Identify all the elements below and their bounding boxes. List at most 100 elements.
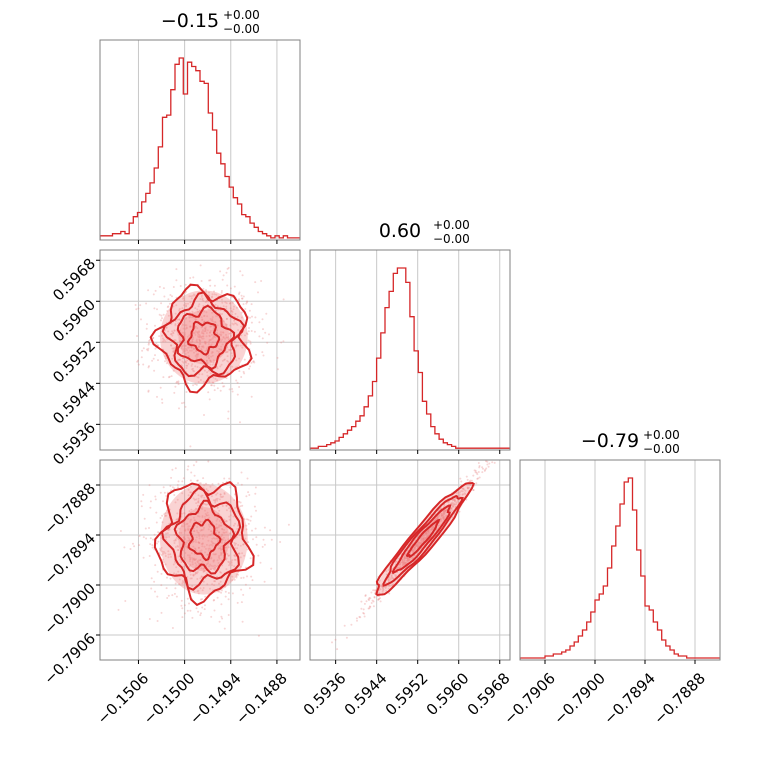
scatter-point (242, 543, 245, 546)
scatter-point (229, 307, 232, 310)
scatter-point (176, 318, 179, 321)
scatter-point (389, 578, 392, 581)
scatter-point (205, 300, 208, 303)
scatter-point (212, 553, 215, 556)
scatter-point (203, 381, 205, 383)
scatter-point (262, 354, 265, 357)
scatter-point (139, 304, 142, 307)
scatter-point (199, 482, 202, 485)
scatter-point (238, 386, 241, 388)
param-title-sub: −0.00 (433, 232, 470, 246)
scatter-point (213, 609, 216, 612)
scatter-point (424, 532, 427, 535)
scatter-point (202, 335, 205, 338)
scatter-point (196, 327, 199, 330)
scatter-point (216, 379, 219, 382)
scatter-point (208, 294, 210, 297)
scatter-point (228, 332, 231, 335)
scatter-point (453, 502, 455, 505)
scatter-point (171, 627, 174, 629)
scatter-point (174, 538, 177, 541)
scatter-point (225, 323, 227, 326)
scatter-point (167, 298, 170, 301)
scatter-point (240, 311, 243, 314)
scatter-point (247, 518, 250, 521)
scatter-point (196, 331, 199, 334)
scatter-point (228, 388, 231, 391)
scatter-point (192, 540, 195, 543)
scatter-point (219, 571, 222, 573)
scatter-point (219, 551, 222, 554)
scatter-point (240, 483, 243, 486)
scatter-point (210, 495, 213, 498)
scatter-point (478, 465, 481, 467)
scatter-point (203, 310, 206, 313)
scatter-point (190, 346, 193, 349)
scatter-point (165, 495, 168, 497)
scatter-point (206, 503, 209, 506)
scatter-point (148, 365, 150, 368)
scatter-point (182, 549, 185, 552)
scatter-point (214, 336, 217, 339)
scatter-point (425, 533, 428, 536)
contour-line (153, 480, 255, 607)
scatter-point (165, 587, 168, 590)
scatter-point (212, 320, 215, 323)
scatter-point (173, 329, 176, 332)
scatter-point (242, 593, 245, 596)
scatter-point (177, 383, 180, 386)
scatter-point (211, 354, 214, 357)
pair-panel-1-0 (96, 249, 301, 454)
scatter-point (167, 305, 170, 308)
scatter-point (524, 406, 526, 408)
scatter-point (182, 536, 185, 539)
scatter-point (223, 477, 226, 480)
scatter-point (202, 580, 205, 583)
scatter-point (202, 477, 205, 480)
scatter-point (216, 559, 219, 562)
scatter-point (160, 314, 163, 317)
scatter-point (442, 512, 445, 515)
scatter-point (183, 522, 186, 525)
scatter-point (238, 534, 241, 536)
scatter-point (207, 354, 210, 357)
scatter-point (191, 338, 194, 341)
scatter-point (236, 323, 239, 326)
scatter-point (216, 367, 219, 370)
grid (544, 460, 696, 660)
scatter-point (212, 568, 215, 570)
scatter-point (171, 486, 174, 489)
scatter-point (208, 357, 210, 359)
scatter-point (200, 335, 203, 338)
scatter-point (200, 494, 203, 497)
scatter-point (382, 589, 384, 592)
scatter-point (416, 544, 419, 546)
scatter-point (450, 502, 453, 505)
scatter-point (388, 576, 391, 579)
scatter-point (196, 560, 199, 563)
scatter-point (180, 531, 183, 534)
scatter-point (162, 340, 165, 343)
scatter-point (235, 575, 238, 578)
scatter-point (245, 342, 248, 345)
scatter-point (205, 442, 207, 444)
scatter-point (184, 405, 187, 408)
scatter-point (458, 510, 461, 513)
scatter-point (419, 539, 422, 542)
scatter-point (196, 341, 199, 344)
scatter-point (174, 324, 177, 327)
scatter-point (182, 581, 185, 584)
scatter-point (250, 515, 253, 518)
scatter-point (184, 360, 187, 363)
scatter-point (204, 329, 207, 332)
scatter-point (156, 542, 158, 545)
scatter-point (198, 515, 201, 518)
scatter-point (435, 528, 438, 531)
scatter-point (204, 301, 207, 303)
scatter-point (247, 339, 250, 342)
scatter-point (454, 500, 457, 503)
scatter-point (202, 345, 205, 348)
scatter-point (218, 333, 221, 336)
scatter-point (220, 363, 223, 366)
scatter-point (167, 550, 170, 553)
